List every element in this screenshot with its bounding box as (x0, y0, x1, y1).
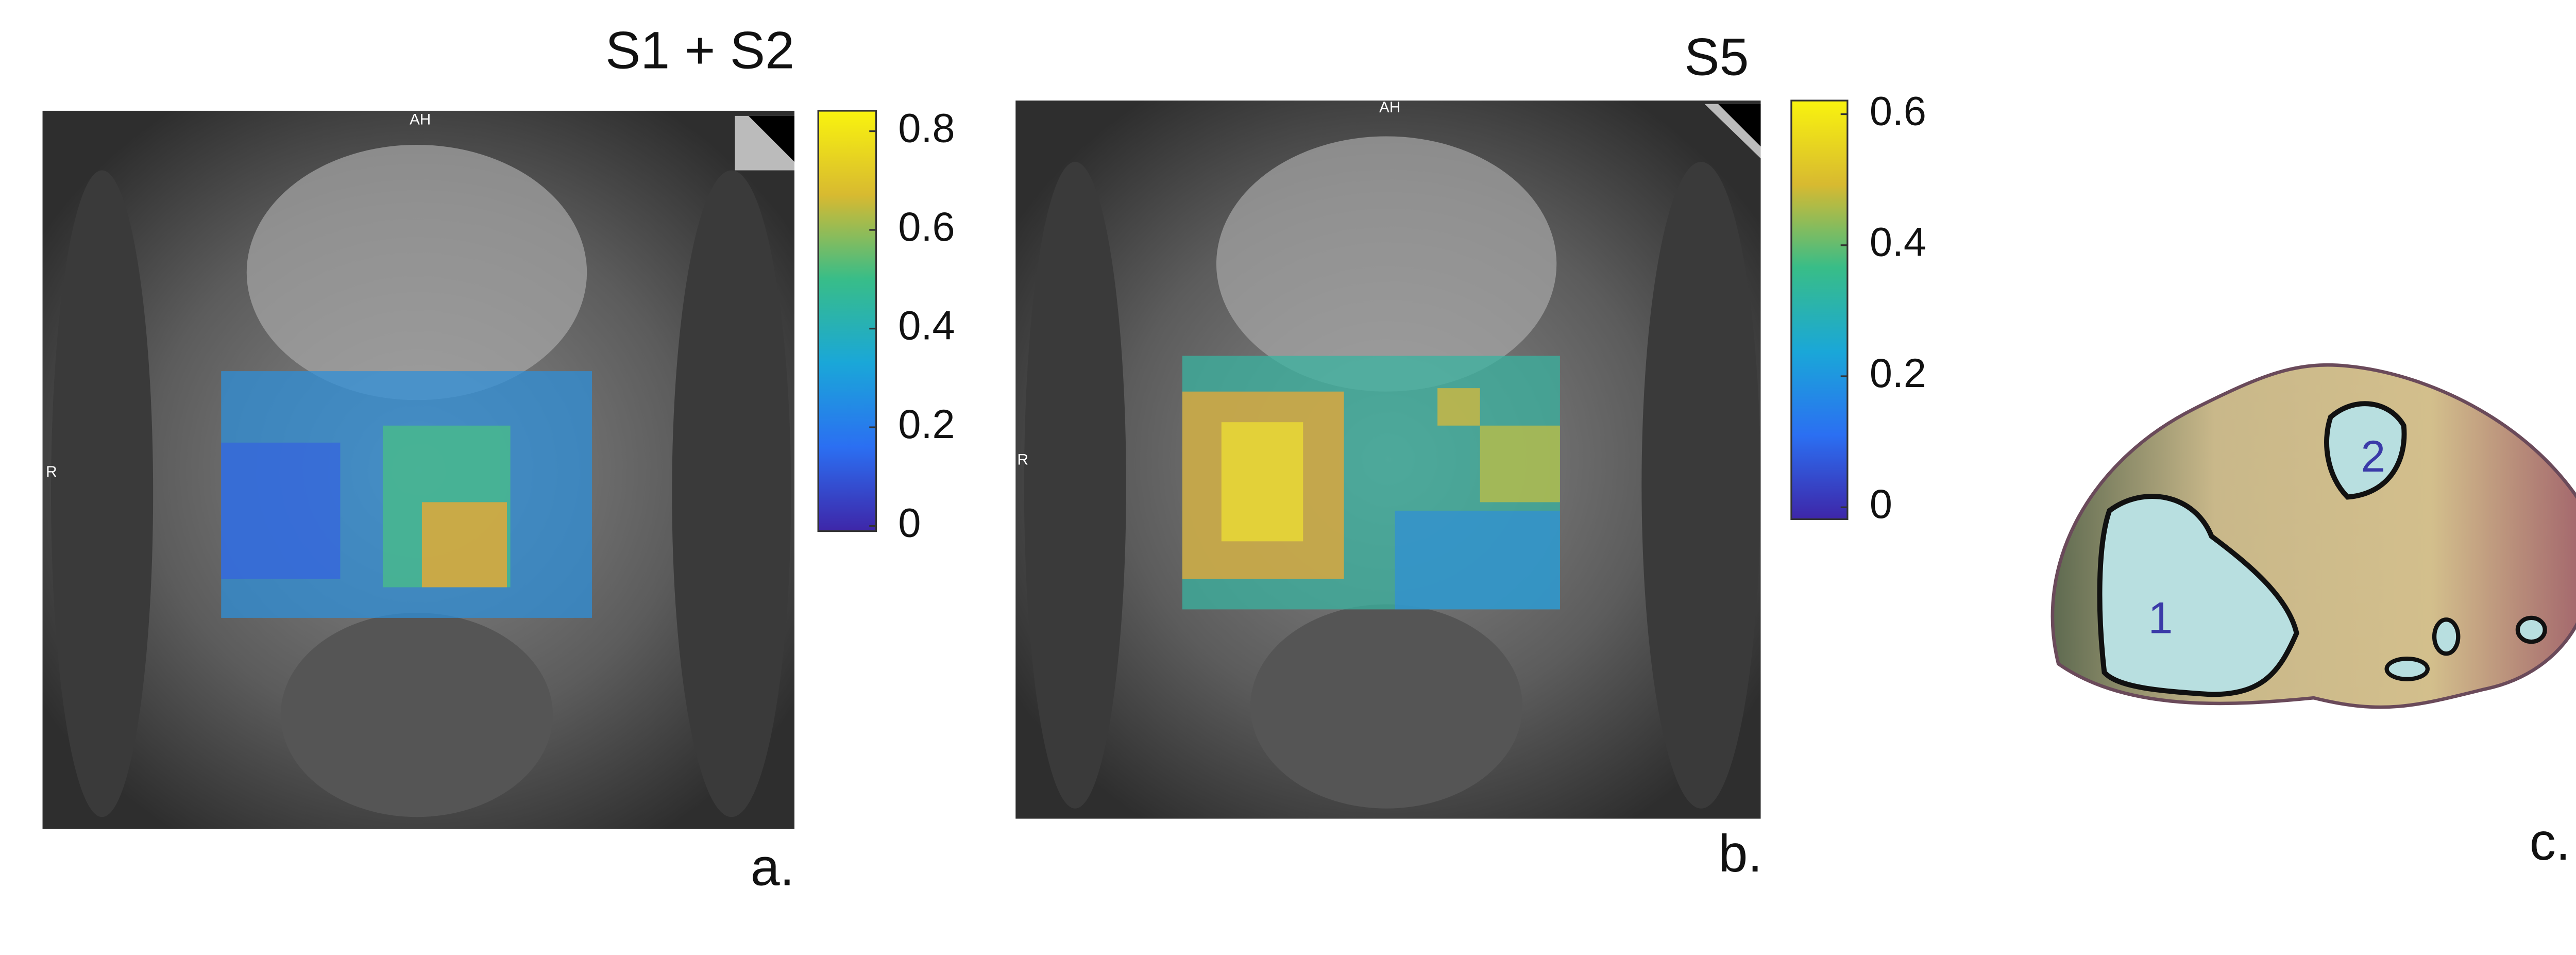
region-label: 2 (2361, 432, 2385, 481)
colorbar-tick-label: 0.4 (898, 303, 955, 348)
mri-image-b (1015, 100, 1761, 819)
panel-label: b. (1718, 824, 1762, 883)
colorbar-a (817, 110, 877, 532)
orientation-label: AH (1379, 99, 1400, 116)
panel-title: S1 + S2 (605, 20, 794, 79)
tissue-section (2050, 363, 2576, 709)
colorbar-tick-label: 0.2 (1870, 350, 1926, 396)
panel-label: c. (2530, 812, 2571, 871)
colorbar-tick-label: 0.4 (1870, 219, 1926, 265)
panel-title: S5 (1684, 27, 1749, 87)
orientation-label: R (46, 463, 57, 480)
region-label: 1 (2148, 594, 2173, 643)
colorbar-tick-label: 0 (1870, 481, 1892, 527)
colorbar-tick-label: 0.8 (898, 105, 955, 150)
colorbar-tick-label: 0.6 (898, 204, 955, 249)
colorbar-tick-label: 0.2 (898, 401, 955, 447)
colorbar-tick-label: 0.6 (1870, 88, 1926, 133)
mri-image-a (42, 110, 795, 829)
colorbar-b (1790, 99, 1849, 521)
orientation-label: AH (410, 111, 431, 128)
panel-label: a. (751, 837, 794, 896)
colorbar-tick-label: 0 (898, 500, 921, 546)
orientation-label: R (1018, 451, 1028, 468)
